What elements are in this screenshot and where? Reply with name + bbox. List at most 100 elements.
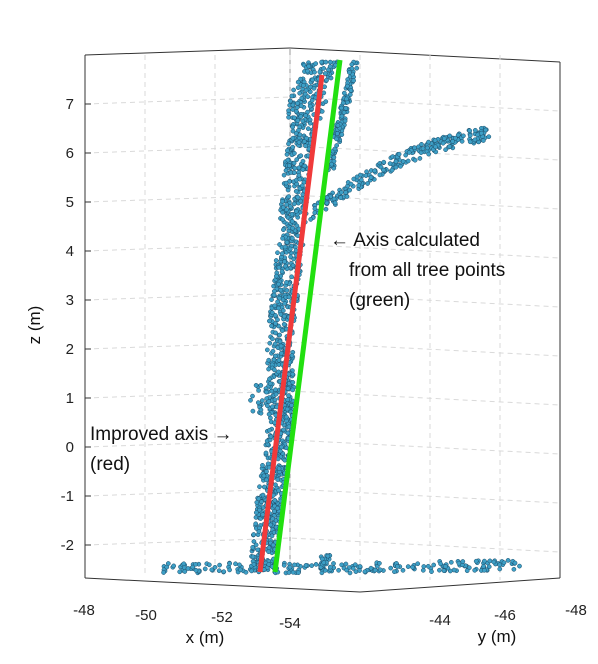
tree-point (481, 564, 486, 569)
tree-point (295, 85, 301, 90)
tree-point (339, 113, 345, 119)
tree-point (290, 371, 296, 377)
tree-point (517, 563, 522, 569)
tree-point (268, 522, 273, 528)
tree-point (464, 568, 470, 574)
tree-point (283, 180, 289, 186)
tree-point (364, 169, 369, 175)
tree-point (289, 219, 295, 224)
tree-point (278, 287, 284, 293)
tree-point (393, 159, 399, 164)
tree-point (327, 564, 333, 570)
tree-point (312, 69, 317, 75)
x-tick-label: -54 (279, 615, 301, 632)
tree-point (394, 564, 400, 569)
tree-point (289, 402, 294, 408)
tree-point (280, 205, 286, 210)
tree-point (296, 139, 302, 145)
tree-point (303, 113, 309, 118)
tree-point (303, 87, 309, 93)
tree-point (206, 562, 212, 568)
tree-point (288, 254, 293, 260)
tree-point (292, 562, 297, 568)
tree-point (473, 558, 479, 564)
tree-point (308, 217, 314, 222)
tree-point (265, 461, 271, 467)
tree-point (285, 430, 291, 436)
tree-point (272, 397, 278, 403)
x-tick-label: -50 (135, 607, 157, 624)
tree-point (327, 59, 333, 65)
z-tick-label: 1 (66, 390, 74, 407)
tree-point (300, 167, 306, 172)
tree-point (352, 562, 358, 568)
tree-point (313, 61, 319, 66)
tree-point (461, 133, 466, 139)
z-tick-label: -2 (61, 537, 74, 554)
tree-point (278, 350, 284, 356)
tree-point (343, 190, 349, 195)
tree-point (248, 397, 253, 403)
x-axis-label: x (m) (186, 628, 225, 647)
z-tick-label: 7 (66, 96, 74, 113)
tree-point (212, 564, 218, 570)
tree-point (282, 259, 287, 265)
z-tick-label: 3 (66, 292, 74, 309)
tree-point (217, 562, 222, 568)
z-grid-line (84, 341, 561, 357)
tree-point (290, 135, 296, 141)
tree-point (287, 246, 293, 252)
tree-point (296, 165, 302, 171)
tree-point (321, 560, 327, 566)
tree-point (285, 386, 291, 391)
tree-point (285, 157, 291, 163)
tree-point (266, 562, 272, 567)
tree-point (281, 172, 287, 178)
tree-point (327, 64, 333, 69)
grid-lines (84, 55, 561, 580)
tree-point (319, 109, 325, 114)
z-tick-label: -1 (61, 488, 74, 505)
tree-point (377, 172, 383, 178)
tree-point (290, 380, 296, 385)
tree-point (263, 450, 269, 456)
tree-point (181, 561, 187, 567)
green-axis-annotation-line3: (green) (349, 290, 410, 311)
red-axis-annotation-line1: Improved axis → (90, 424, 233, 445)
tree-point (307, 120, 313, 126)
tree-point (266, 411, 272, 417)
tree-point (396, 151, 402, 157)
tree-point (253, 542, 259, 548)
z-grid-line (84, 390, 561, 406)
tree-point (501, 560, 507, 566)
tree-point (283, 263, 288, 269)
tree-point (280, 308, 286, 313)
tree-point (273, 273, 279, 279)
tree-point (257, 484, 262, 490)
tree-point (257, 507, 262, 513)
tree-point (267, 318, 272, 324)
tree-point (389, 167, 395, 173)
tree-point (300, 118, 306, 124)
tree-point (349, 62, 355, 67)
tree-point (482, 558, 487, 564)
tree-point (269, 533, 275, 539)
tree-point (354, 65, 360, 71)
tree-point (269, 297, 274, 302)
tree-point (412, 157, 418, 163)
tree-point (277, 448, 283, 454)
tree-point (177, 569, 183, 575)
tree-point (283, 168, 289, 173)
z-tick-labels: -2 -1 0 1 2 3 4 5 6 7 (61, 96, 91, 554)
tree-point (429, 569, 434, 574)
tree-point (433, 144, 438, 150)
tree-point (271, 292, 277, 298)
tree-point (276, 265, 282, 270)
tree-point (290, 225, 296, 231)
tree-point (323, 206, 329, 212)
tree-point (377, 567, 383, 573)
tree-point (251, 561, 257, 567)
tree-point (393, 164, 399, 170)
tree-point (322, 71, 328, 76)
tree-point (467, 128, 473, 134)
